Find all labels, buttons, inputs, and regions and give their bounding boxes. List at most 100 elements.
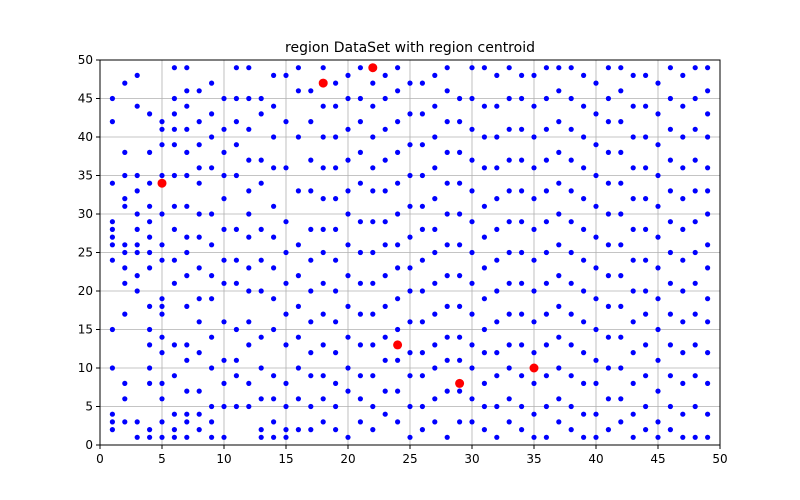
- data-point: [134, 72, 140, 78]
- data-point: [680, 103, 686, 109]
- data-point: [271, 203, 277, 209]
- data-point: [581, 288, 587, 294]
- data-point: [382, 273, 388, 279]
- centroid-points: [157, 63, 539, 388]
- data-point: [655, 357, 661, 363]
- data-point: [519, 342, 525, 348]
- data-point: [605, 180, 612, 186]
- data-point: [357, 373, 363, 379]
- data-point: [655, 234, 661, 240]
- y-tick-label: 20: [78, 284, 93, 298]
- data-point: [581, 411, 587, 417]
- data-point: [147, 180, 153, 186]
- data-point: [432, 365, 438, 371]
- data-point: [457, 419, 463, 425]
- data-point: [519, 188, 525, 194]
- data-point: [605, 334, 612, 340]
- data-point: [221, 126, 227, 132]
- data-point: [147, 434, 153, 440]
- data-point: [382, 219, 388, 225]
- data-point: [469, 65, 475, 71]
- data-point: [593, 142, 599, 148]
- data-point: [469, 249, 475, 256]
- data-point: [271, 326, 277, 333]
- data-point: [246, 265, 252, 271]
- data-point: [171, 111, 177, 117]
- data-point: [147, 380, 153, 386]
- data-point: [308, 188, 314, 194]
- data-point: [556, 65, 562, 71]
- data-point: [457, 180, 463, 186]
- data-point: [159, 119, 165, 125]
- data-point: [705, 211, 711, 217]
- data-point: [271, 72, 277, 78]
- data-point: [308, 427, 314, 433]
- data-point: [469, 342, 475, 348]
- data-point: [444, 88, 450, 94]
- data-point: [320, 134, 326, 140]
- data-point: [134, 172, 140, 179]
- data-point: [618, 334, 624, 340]
- x-tick-label: 45: [650, 452, 665, 466]
- data-point: [680, 134, 686, 140]
- data-point: [246, 65, 252, 71]
- data-point: [308, 319, 314, 325]
- data-point: [109, 180, 115, 186]
- data-point: [196, 234, 202, 240]
- data-point: [370, 103, 376, 109]
- data-point: [370, 188, 376, 194]
- data-point: [494, 196, 500, 202]
- data-point: [581, 165, 587, 171]
- data-point: [308, 157, 314, 163]
- data-point: [680, 226, 686, 232]
- data-point: [543, 373, 550, 379]
- data-point: [692, 157, 698, 163]
- data-point: [184, 149, 190, 155]
- data-point: [705, 411, 711, 417]
- y-tick-label: 40: [78, 130, 93, 144]
- data-point: [605, 396, 612, 402]
- data-point: [481, 265, 487, 271]
- data-point: [457, 357, 463, 363]
- data-point: [543, 65, 550, 71]
- data-point: [407, 265, 413, 271]
- data-point: [109, 427, 115, 433]
- data-point: [543, 95, 550, 102]
- data-point: [109, 242, 115, 248]
- data-point: [370, 280, 376, 286]
- data-point: [519, 126, 525, 132]
- x-tick-label: 25: [402, 452, 417, 466]
- data-point: [221, 280, 227, 286]
- data-point: [568, 373, 574, 379]
- data-point: [370, 403, 376, 410]
- data-point: [618, 273, 624, 279]
- data-point: [209, 419, 215, 425]
- data-point: [705, 111, 711, 117]
- data-point: [233, 257, 239, 263]
- data-point: [444, 149, 450, 155]
- data-point: [705, 165, 711, 171]
- data-point: [209, 165, 215, 171]
- data-point: [258, 226, 264, 232]
- data-point: [655, 419, 661, 425]
- data-point: [159, 380, 165, 386]
- data-point: [407, 111, 413, 117]
- data-point: [469, 396, 475, 402]
- data-point: [543, 219, 550, 225]
- data-point: [295, 88, 301, 94]
- data-point: [667, 249, 674, 256]
- data-point: [692, 126, 698, 132]
- data-point: [581, 350, 587, 356]
- data-point: [531, 196, 537, 202]
- data-point: [295, 365, 301, 371]
- data-point: [457, 303, 463, 309]
- data-point: [481, 350, 487, 356]
- data-point: [655, 142, 661, 148]
- data-point: [457, 242, 463, 248]
- data-point: [643, 72, 649, 78]
- data-point: [233, 226, 239, 232]
- data-point: [171, 142, 177, 148]
- data-point: [419, 319, 425, 325]
- y-tick-label: 50: [78, 53, 93, 67]
- data-point: [122, 242, 128, 248]
